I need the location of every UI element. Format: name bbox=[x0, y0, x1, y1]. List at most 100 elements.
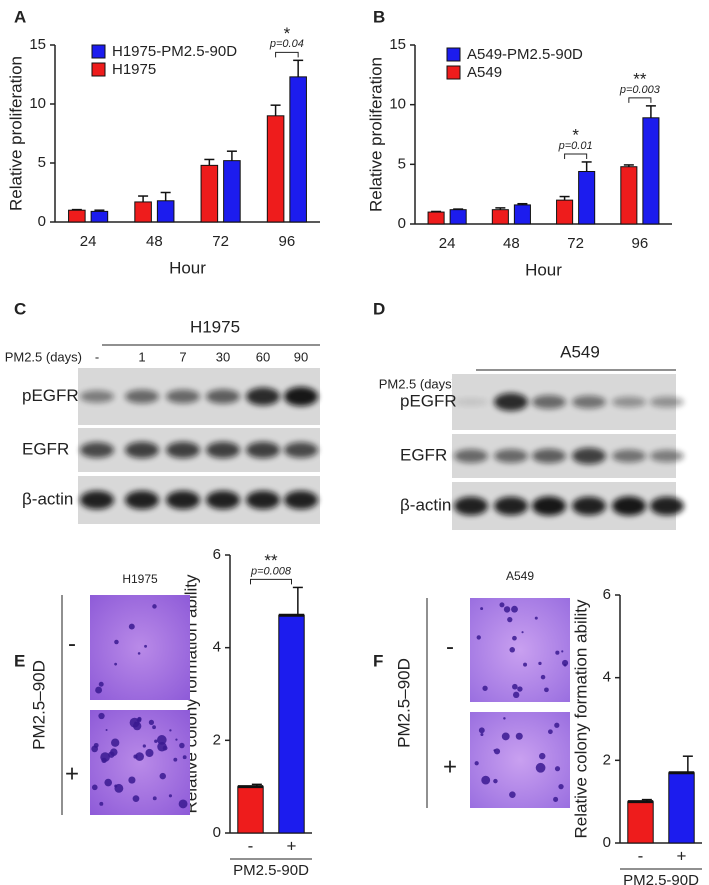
bar bbox=[223, 160, 241, 223]
x-tick-label: + bbox=[677, 846, 687, 865]
y-tick-label: 6 bbox=[603, 586, 611, 603]
blot-band bbox=[166, 441, 200, 459]
legend-label: A549 bbox=[467, 64, 502, 81]
colony bbox=[148, 719, 155, 725]
bar bbox=[513, 204, 531, 225]
blot-band bbox=[166, 389, 200, 404]
lane-header: PM2.5 (days) bbox=[379, 376, 456, 391]
colony bbox=[182, 755, 187, 760]
row-sign: - bbox=[446, 633, 454, 660]
colony bbox=[133, 754, 138, 759]
colony bbox=[481, 775, 491, 785]
panel-letter: D bbox=[373, 299, 385, 318]
blot-band bbox=[125, 490, 159, 510]
y-tick-label: 0 bbox=[398, 215, 406, 232]
colony bbox=[168, 794, 173, 798]
side-label: PM2.5–90D bbox=[29, 660, 48, 750]
blot-band bbox=[532, 496, 566, 516]
colony bbox=[523, 662, 528, 667]
blot-band bbox=[80, 390, 114, 403]
colony bbox=[128, 623, 135, 630]
y-tick-label: 0 bbox=[213, 824, 221, 841]
blot-band bbox=[206, 389, 240, 404]
colony bbox=[98, 712, 105, 720]
blot-band bbox=[454, 449, 488, 463]
colony bbox=[512, 635, 517, 641]
bar bbox=[90, 210, 109, 223]
blot-band bbox=[284, 386, 318, 407]
blot-row-label: pEGFR bbox=[400, 391, 457, 410]
legend-label: H1975 bbox=[112, 61, 156, 78]
x-axis-label: Hour bbox=[169, 258, 206, 277]
colony bbox=[540, 674, 546, 680]
colony bbox=[562, 659, 569, 667]
colony bbox=[499, 602, 505, 608]
colony bbox=[173, 757, 178, 762]
colony bbox=[136, 717, 142, 723]
colony bbox=[553, 796, 559, 802]
blot-band bbox=[206, 490, 240, 510]
colony bbox=[128, 776, 136, 784]
colony bbox=[159, 772, 166, 780]
colony bbox=[137, 652, 141, 655]
x-tick-label: 96 bbox=[632, 235, 649, 252]
error-bar bbox=[559, 195, 570, 201]
x-tick-label: 48 bbox=[503, 235, 520, 252]
y-tick-label: 10 bbox=[29, 95, 46, 112]
colony bbox=[544, 687, 549, 693]
y-tick-label: 4 bbox=[213, 639, 221, 656]
blot-band bbox=[454, 398, 488, 406]
y-tick-label: 4 bbox=[603, 669, 611, 686]
colony bbox=[132, 721, 142, 731]
legend-label: H1975-PM2.5-90D bbox=[112, 43, 237, 60]
x-tick-label: + bbox=[287, 836, 297, 855]
bar bbox=[627, 801, 654, 844]
colony bbox=[503, 717, 506, 720]
colony bbox=[154, 739, 158, 743]
panel-letter: A bbox=[14, 7, 26, 26]
blot-band bbox=[494, 496, 528, 516]
colony bbox=[480, 607, 484, 611]
colony bbox=[110, 748, 118, 756]
y-tick-label: 2 bbox=[603, 751, 611, 768]
colony bbox=[157, 735, 167, 745]
error-bar bbox=[453, 208, 464, 210]
p-value: p=0.008 bbox=[250, 565, 292, 577]
blot-band bbox=[532, 448, 566, 464]
colony bbox=[132, 795, 140, 802]
panel-letter: C bbox=[14, 299, 26, 318]
bar bbox=[289, 76, 307, 223]
colony bbox=[95, 686, 103, 694]
error-bar bbox=[292, 586, 303, 616]
error-bar bbox=[682, 755, 693, 773]
blot-band bbox=[650, 496, 684, 516]
colony bbox=[493, 778, 498, 784]
bar bbox=[200, 164, 219, 223]
blot-row-label: pEGFR bbox=[22, 386, 79, 405]
lane-label: 7 bbox=[179, 349, 186, 364]
significance-stars: * bbox=[572, 125, 579, 144]
colony bbox=[511, 605, 518, 613]
blot-band bbox=[246, 490, 280, 510]
lane-label: 90 bbox=[294, 349, 308, 364]
significance-bracket bbox=[275, 51, 299, 58]
significance-stars: ** bbox=[264, 551, 278, 570]
lane-label: - bbox=[95, 349, 99, 364]
blot-row-label: β-actin bbox=[22, 489, 73, 508]
x-axis-label: PM2.5-90D bbox=[623, 872, 699, 885]
panel-letter: E bbox=[14, 651, 25, 670]
colony bbox=[501, 732, 510, 741]
colony bbox=[169, 729, 172, 732]
colony bbox=[142, 744, 146, 748]
y-tick-label: 6 bbox=[213, 546, 221, 563]
colony bbox=[493, 749, 496, 752]
blot-band bbox=[612, 396, 646, 408]
colony bbox=[476, 635, 481, 640]
error-bar bbox=[623, 164, 634, 167]
y-axis-label: Relative proliferation bbox=[366, 57, 385, 212]
p-value: p=0.003 bbox=[619, 84, 661, 96]
colony bbox=[517, 686, 523, 692]
colony bbox=[554, 722, 560, 728]
x-tick-label: 72 bbox=[212, 233, 229, 250]
